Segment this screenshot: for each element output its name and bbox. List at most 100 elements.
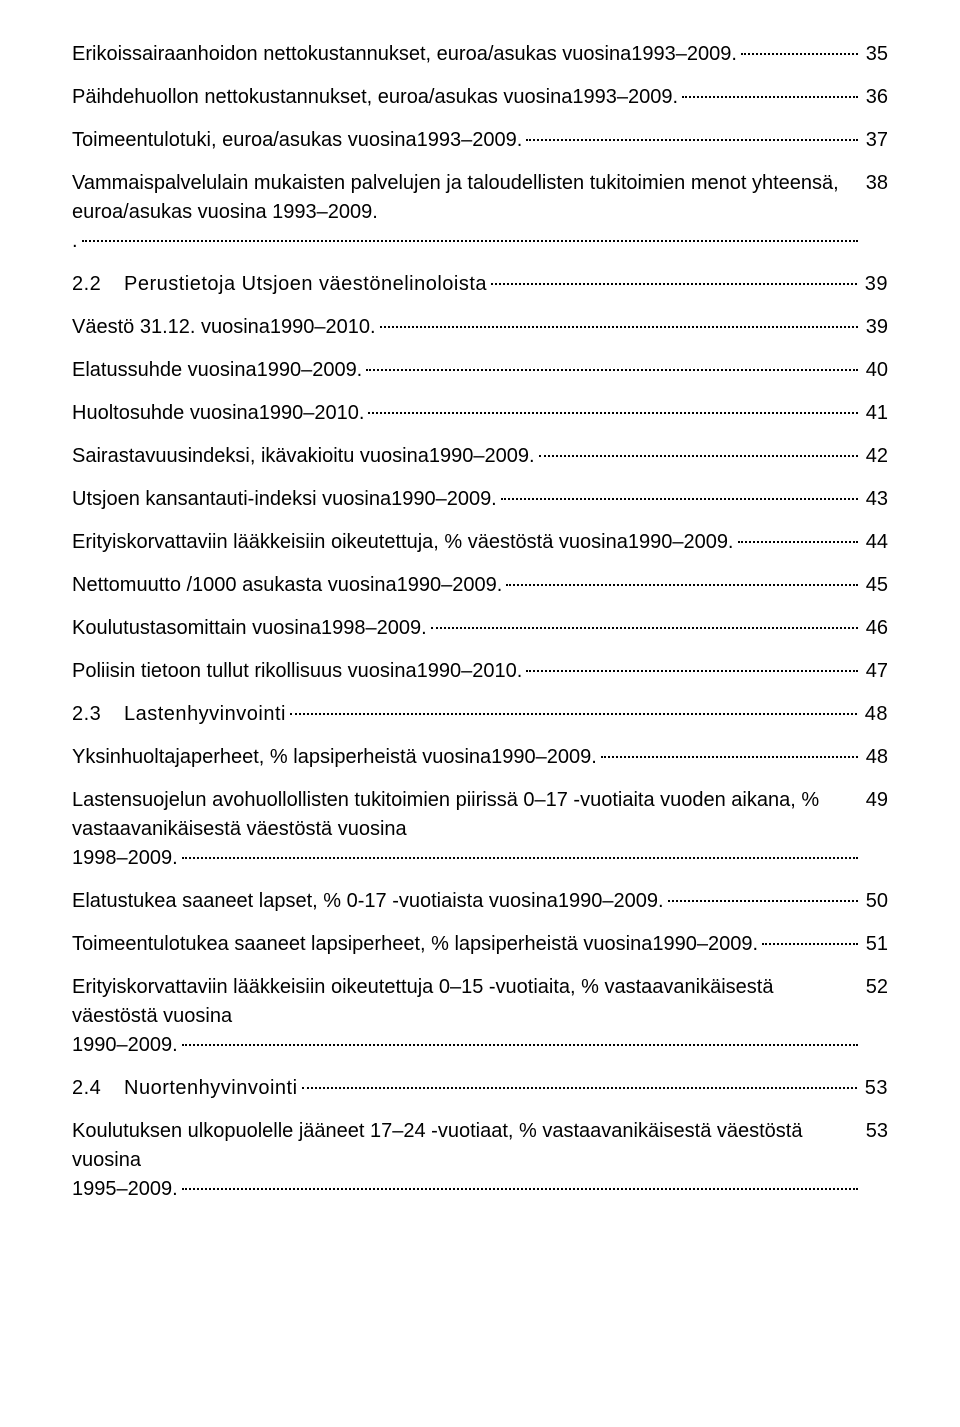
toc-label-wrap: Poliisin tietoon tullut rikollisuus vuos…: [72, 657, 862, 686]
toc-label: Toimeentulotukea saaneet lapsiperheet, %…: [72, 930, 652, 959]
toc-label-end: 1990–2009.: [491, 743, 597, 772]
toc-label-wrap: Nettomuutto /1000 asukasta vuosina 1990–…: [72, 571, 862, 600]
toc-label: Nettomuutto /1000 asukasta vuosina: [72, 571, 397, 600]
toc-item: Koulutuksen ulkopuolelle jääneet 17–24 -…: [72, 1117, 888, 1204]
toc-label: Koulutustasomittain vuosina: [72, 614, 321, 643]
toc-item: Elatustukea saaneet lapset, % 0-17 -vuot…: [72, 887, 888, 916]
toc-label-end: 1998–2009.: [321, 614, 427, 643]
toc-page-number: 38: [862, 169, 888, 198]
toc-item: Erityiskorvattaviin lääkkeisiin oikeutet…: [72, 973, 888, 1060]
toc-label-wrap: Väestö 31.12. vuosina 1990–2010.: [72, 313, 862, 342]
toc-label-end: 1993–2009.: [631, 40, 737, 69]
toc-item: Utsjoen kansantauti-indeksi vuosina 1990…: [72, 485, 888, 514]
toc-label-tail: 1990–2009.: [257, 356, 862, 385]
toc-label-tail: 1990–2010.: [270, 313, 862, 342]
toc-page-number: 35: [862, 40, 888, 69]
toc-label: Perustietoja Utsjoen väestön: [124, 270, 393, 299]
toc-page-number: 41: [862, 399, 888, 428]
dot-leader: [182, 843, 858, 859]
toc-page-number: 46: [862, 614, 888, 643]
toc-page-number: 40: [862, 356, 888, 385]
dot-leader: [539, 441, 858, 457]
toc-label-wrap: Koulutuksen ulkopuolelle jääneet 17–24 -…: [72, 1117, 862, 1204]
toc-label-tail: 1993–2009.: [631, 40, 862, 69]
toc-label-wrap: Toimeentulotuki, euroa/asukas vuosina 19…: [72, 126, 862, 155]
dot-leader: [431, 613, 858, 629]
toc-page-number: 36: [862, 83, 888, 112]
dot-leader: [366, 355, 858, 371]
toc-page-number: 50: [862, 887, 888, 916]
toc-page-number: 39: [861, 270, 888, 299]
toc-label-tail: elinoloista: [393, 270, 861, 299]
toc-label-tail: 1990–2009.: [397, 571, 862, 600]
toc-label-tail: 1993–2009.: [572, 83, 861, 112]
toc-label: Yksinhuoltajaperheet, % lapsiperheistä v…: [72, 743, 491, 772]
dot-leader: [368, 398, 857, 414]
toc-label-wrap: Erityiskorvattaviin lääkkeisiin oikeutet…: [72, 973, 862, 1060]
toc-item: Päihdehuollon nettokustannukset, euroa/a…: [72, 83, 888, 112]
toc-label: Huoltosuhde vuosina: [72, 399, 259, 428]
toc-label-end: 1990–2010.: [417, 657, 523, 686]
toc-label-end: 1990–2009.: [391, 485, 497, 514]
toc-label: Nuorten: [124, 1074, 199, 1103]
toc-label: Väestö 31.12. vuosina: [72, 313, 270, 342]
toc-label-end: 1993–2009.: [417, 126, 523, 155]
toc-label-end: 1990–2009.: [628, 528, 734, 557]
toc-label-wrap: Yksinhuoltajaperheet, % lapsiperheistä v…: [72, 743, 862, 772]
table-of-contents: Erikoissairaanhoidon nettokustannukset, …: [72, 40, 888, 1204]
toc-section: 2.2Perustietoja Utsjoen väestön elinoloi…: [72, 270, 888, 299]
toc-section: 2.4Nuorten hyvinvointi53: [72, 1074, 888, 1103]
dot-leader: [601, 742, 858, 758]
toc-label-tail: 1990–2009.: [628, 528, 862, 557]
toc-label: Poliisin tietoon tullut rikollisuus vuos…: [72, 657, 417, 686]
toc-page-number: 48: [861, 700, 888, 729]
dot-leader: [668, 886, 858, 902]
toc-label: Koulutuksen ulkopuolelle jääneet 17–24 -…: [72, 1117, 862, 1175]
toc-label-end: 1998–2009.: [72, 844, 178, 873]
toc-label-end: hyvinvointi: [199, 1074, 298, 1103]
dot-leader: [302, 1073, 857, 1089]
toc-label-tail: 1990–2009.: [652, 930, 861, 959]
toc-page-number: 47: [862, 657, 888, 686]
toc-section-number: 2.2: [72, 270, 124, 299]
toc-item: Erikoissairaanhoidon nettokustannukset, …: [72, 40, 888, 69]
toc-label-tail: 1990–2010.: [259, 399, 862, 428]
toc-section-number: 2.4: [72, 1074, 124, 1103]
toc-label-wrap: Päihdehuollon nettokustannukset, euroa/a…: [72, 83, 862, 112]
toc-label-tail: 1998–2009.: [72, 844, 862, 873]
toc-label: Erityiskorvattaviin lääkkeisiin oikeutet…: [72, 973, 862, 1031]
toc-section: 2.3Lasten hyvinvointi48: [72, 700, 888, 729]
toc-label: Päihdehuollon nettokustannukset, euroa/a…: [72, 83, 572, 112]
toc-page-number: 48: [862, 743, 888, 772]
toc-label-wrap: Elatustukea saaneet lapset, % 0-17 -vuot…: [72, 887, 862, 916]
toc-label: Utsjoen kansantauti-indeksi vuosina: [72, 485, 391, 514]
toc-label-wrap: Toimeentulotukea saaneet lapsiperheet, %…: [72, 930, 862, 959]
toc-label-wrap: Erikoissairaanhoidon nettokustannukset, …: [72, 40, 862, 69]
toc-label-tail: .: [72, 227, 862, 256]
toc-label-wrap: Elatussuhde vuosina 1990–2009.: [72, 356, 862, 385]
toc-page-number: 51: [862, 930, 888, 959]
toc-label-wrap: Lastensuojelun avohuollollisten tukitoim…: [72, 786, 862, 873]
dot-leader: [290, 699, 857, 715]
toc-item: Koulutustasomittain vuosina 1998–2009. 46: [72, 614, 888, 643]
dot-leader: [82, 226, 858, 242]
toc-label-tail: 1998–2009.: [321, 614, 862, 643]
toc-label-end: 1990–2009.: [652, 930, 758, 959]
toc-item: Erityiskorvattaviin lääkkeisiin oikeutet…: [72, 528, 888, 557]
toc-label-end: 1990–2009.: [397, 571, 503, 600]
toc-label-end: 1990–2010.: [270, 313, 376, 342]
toc-item: Väestö 31.12. vuosina 1990–2010.39: [72, 313, 888, 342]
toc-item: Sairastavuusindeksi, ikävakioitu vuosina…: [72, 442, 888, 471]
toc-item: Huoltosuhde vuosina 1990–2010. 41: [72, 399, 888, 428]
toc-label: Elatustukea saaneet lapset, % 0-17 -vuot…: [72, 887, 558, 916]
dot-leader: [526, 125, 857, 141]
toc-label-tail: 1990–2009.: [72, 1031, 862, 1060]
dot-leader: [741, 39, 858, 55]
toc-label-tail: hyvinvointi: [187, 700, 861, 729]
toc-label-end: 1990–2009.: [72, 1031, 178, 1060]
toc-label-tail: 1993–2009.: [417, 126, 862, 155]
toc-page-number: 45: [862, 571, 888, 600]
dot-leader: [682, 82, 858, 98]
toc-label-end: 1990–2009.: [429, 442, 535, 471]
toc-label-end: 1990–2010.: [259, 399, 365, 428]
